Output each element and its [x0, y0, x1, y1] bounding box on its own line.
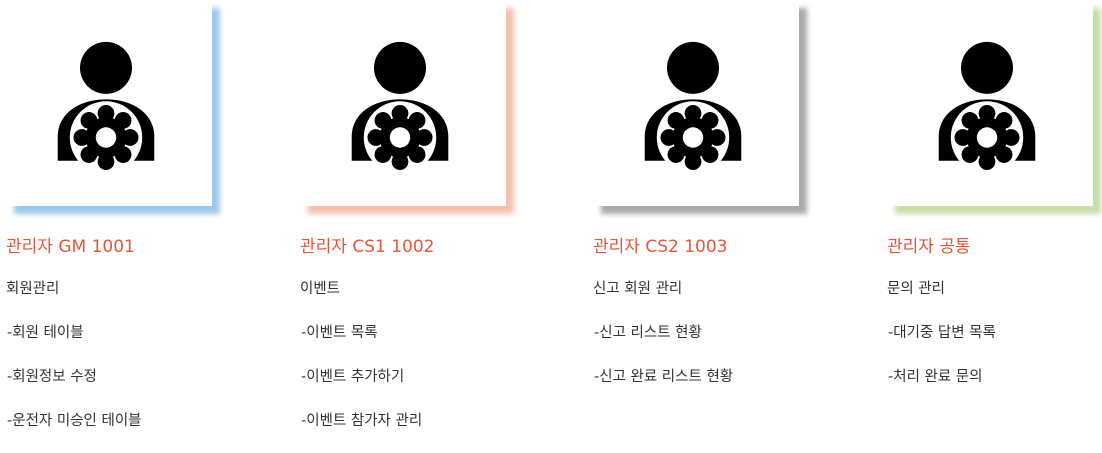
admin-card-cs2: 관리자 CS2 1003 신고 회원 관리 -신고 리스트 현황 -신고 완료 …	[593, 0, 853, 436]
section-heading: 이벤트	[300, 281, 341, 297]
menu-list: -이벤트 목록 -이벤트 추가하기 -이벤트 참가자 관리	[300, 321, 422, 453]
admin-gear-user-icon	[57, 41, 155, 170]
menu-list: -대기중 답변 목록 -처리 완료 문의	[887, 321, 996, 409]
menu-item[interactable]: -신고 완료 리스트 현황	[594, 369, 734, 385]
menu-item[interactable]: -운전자 미승인 테이블	[7, 413, 142, 429]
menu-item[interactable]: -처리 완료 문의	[888, 369, 983, 385]
menu-item[interactable]: -신고 리스트 현황	[594, 325, 702, 341]
card-title: 관리자 CS1 1002	[300, 237, 435, 257]
menu-list: -신고 리스트 현황 -신고 완료 리스트 현황	[593, 321, 733, 409]
card-title: 관리자 GM 1001	[6, 237, 135, 257]
menu-item[interactable]: -이벤트 추가하기	[301, 369, 405, 385]
menu-item[interactable]: -이벤트 목록	[301, 325, 378, 341]
admin-gear-user-icon	[644, 41, 742, 170]
card-title: 관리자 CS2 1003	[593, 237, 728, 257]
section-heading: 신고 회원 관리	[593, 281, 683, 297]
admin-gear-user-icon	[351, 41, 449, 170]
admin-gear-user-icon	[938, 41, 1036, 170]
card-title: 관리자 공통	[887, 237, 971, 257]
admin-card-common: 관리자 공통 문의 관리 -대기중 답변 목록 -처리 완료 문의	[887, 0, 1102, 436]
menu-list: -회원 테이블 -회원정보 수정 -운전자 미승인 테이블	[6, 321, 142, 453]
menu-item[interactable]: -회원 테이블	[7, 325, 84, 341]
menu-item[interactable]: -대기중 답변 목록	[888, 325, 996, 341]
section-heading: 문의 관리	[887, 281, 945, 297]
admin-card-gm: 관리자 GM 1001 회원관리 -회원 테이블 -회원정보 수정 -운전자 미…	[6, 0, 266, 436]
menu-item[interactable]: -회원정보 수정	[7, 369, 97, 385]
menu-item[interactable]: -이벤트 참가자 관리	[301, 413, 423, 429]
admin-card-cs1: 관리자 CS1 1002 이벤트 -이벤트 목록 -이벤트 추가하기 -이벤트 …	[300, 0, 560, 436]
section-heading: 회원관리	[6, 281, 60, 297]
